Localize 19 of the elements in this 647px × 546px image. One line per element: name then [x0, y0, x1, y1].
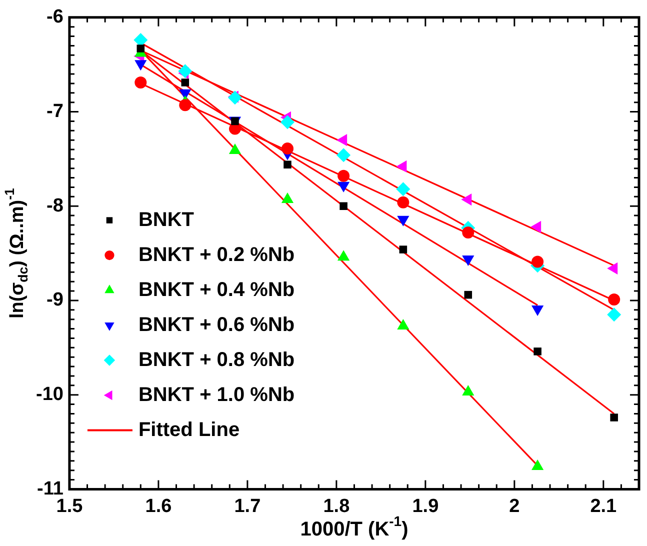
y-tick-label: -8 — [46, 195, 64, 216]
x-tick-label: 1.7 — [234, 496, 261, 517]
x-tick-label: 1.6 — [145, 496, 172, 517]
x-tick-label: 2.1 — [590, 496, 618, 517]
legend-label: BNKT + 1.0 %Nb — [138, 384, 295, 406]
x-tick-label: 1.8 — [323, 496, 350, 517]
legend-label: BNKT + 0.2 %Nb — [138, 244, 295, 266]
y-axis-title: ln(σdc) (Ω..m)-1 — [2, 187, 30, 319]
y-tick-label: -6 — [46, 6, 64, 28]
y-tick-label: -9 — [46, 290, 64, 311]
x-tick-label: 1.9 — [412, 496, 439, 517]
legend-label: BNKT + 0.6 %Nb — [138, 314, 295, 336]
legend-label: BNKT — [138, 208, 194, 231]
legend-label: BNKT + 0.4 %Nb — [138, 278, 295, 301]
y-tick-label: -10 — [36, 384, 64, 406]
legend-label: Fitted Line — [138, 418, 240, 441]
y-tick-label: -7 — [46, 100, 64, 122]
x-tick-label: 2 — [509, 496, 520, 517]
legend-label: BNKT + 0.8 %Nb — [138, 348, 295, 371]
